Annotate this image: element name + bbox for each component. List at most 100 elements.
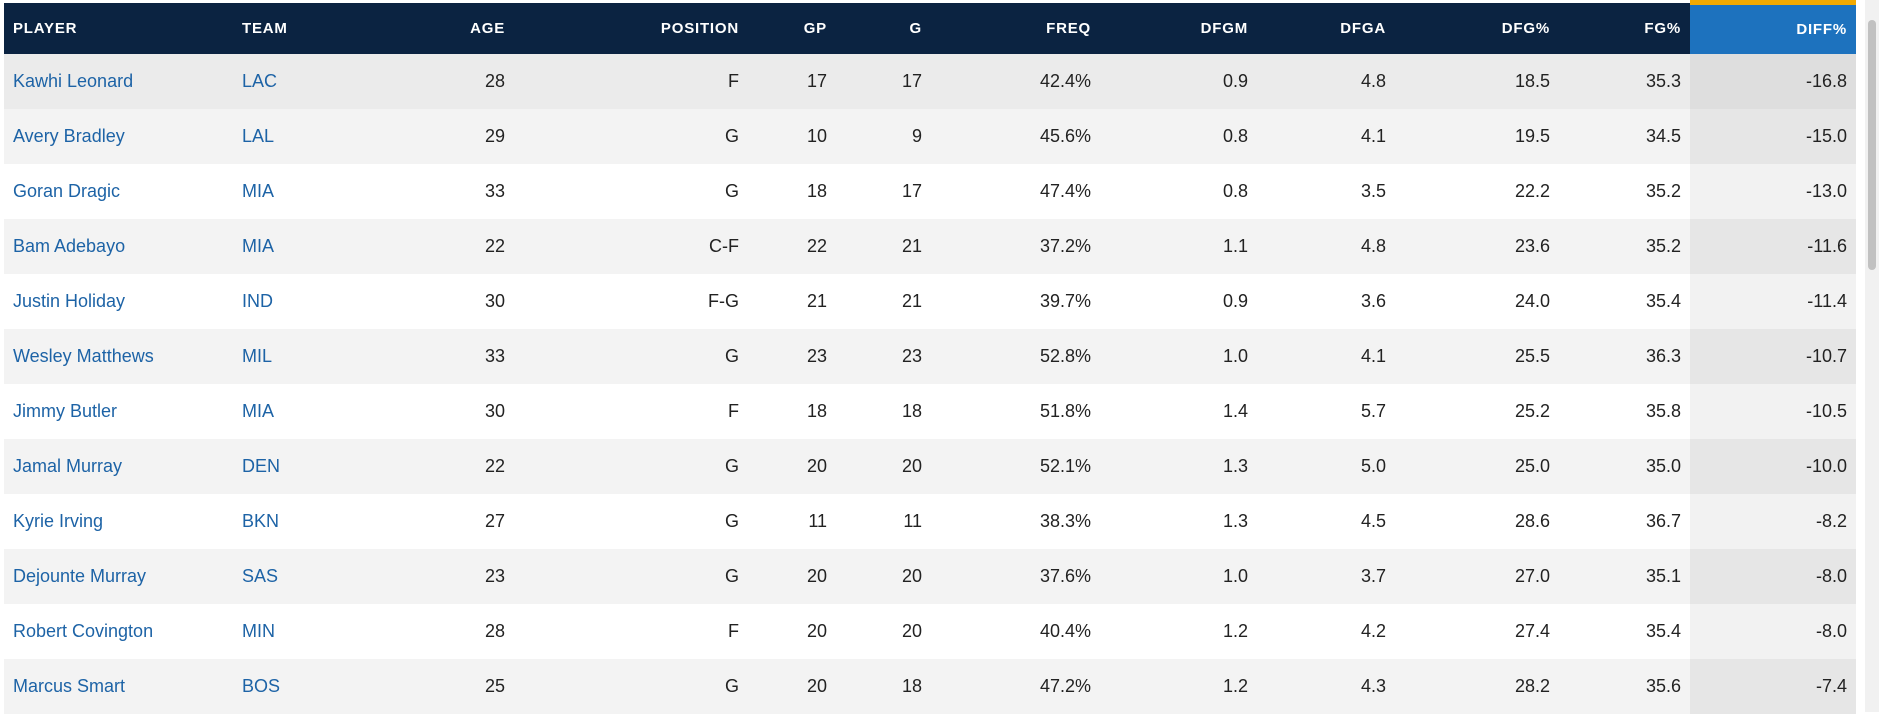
cell-dfgm: 1.0 <box>1222 565 1248 586</box>
team-link[interactable]: SAS <box>242 565 279 586</box>
column-header-g[interactable]: G <box>909 19 922 37</box>
cell-player: Kyrie Irving <box>4 494 233 549</box>
table-row: Marcus Smart BOS 25 G 20 18 47.2% 1.2 4.3 28.2 35.… <box>4 658 1856 714</box>
table-row: Justin Holiday IND 30 F-G 21 21 39.7% 0.9 3.6 24.… <box>4 273 1856 329</box>
table-row: Kawhi Leonard LAC 28 F 17 17 42.4% 0.9 4.8 18.5 35… <box>4 53 1856 109</box>
cell-dfgm: 1.0 <box>1222 345 1248 366</box>
cell-freq: 52.8% <box>1039 345 1091 366</box>
cell-player: Wesley Matthews <box>4 329 233 384</box>
cell-dfga: 4.2 <box>1360 620 1386 641</box>
team-link[interactable]: BKN <box>242 510 280 531</box>
team-link[interactable]: BOS <box>242 675 281 696</box>
cell-fg-pct: 35.4 <box>1645 620 1681 641</box>
cell-diff-pct: -13.0 <box>1690 163 1856 219</box>
cell-dfga: 5.0 <box>1360 455 1386 476</box>
team-link[interactable]: LAC <box>242 70 278 91</box>
cell-position: G <box>724 180 739 201</box>
column-header-dfgm[interactable]: DFGM <box>1200 19 1248 37</box>
cell-team: MIL <box>233 329 392 384</box>
table-row: Kyrie Irving BKN 27 G 11 11 38.3% 1.3 4.5 28.6 36.… <box>4 493 1856 549</box>
team-link[interactable]: MIA <box>242 180 275 201</box>
cell-freq: 45.6% <box>1039 125 1091 146</box>
cell-dfga: 4.3 <box>1360 675 1386 696</box>
table-row: Jamal Murray DEN 22 G 20 20 52.1% 1.3 5.0 25.0 35.… <box>4 438 1856 494</box>
vertical-scrollbar[interactable] <box>1865 0 1879 712</box>
player-link[interactable]: Kyrie Irving <box>13 510 104 531</box>
cell-dfgm: 0.9 <box>1222 70 1248 91</box>
cell-team: SAS <box>233 549 392 604</box>
column-header-freq[interactable]: FREQ <box>1046 19 1091 37</box>
cell-diff-pct: -8.0 <box>1690 548 1856 604</box>
cell-gp: 23 <box>806 345 827 366</box>
cell-age: 30 <box>484 400 505 421</box>
cell-dfg-pct: 25.5 <box>1514 345 1550 366</box>
player-link[interactable]: Marcus Smart <box>13 675 126 696</box>
column-header-gp[interactable]: GP <box>803 19 827 37</box>
team-link[interactable]: MIN <box>242 620 275 641</box>
team-link[interactable]: IND <box>242 290 273 311</box>
player-link[interactable]: Bam Adebayo <box>13 235 126 256</box>
player-link[interactable]: Kawhi Leonard <box>13 70 134 91</box>
cell-dfgm: 1.3 <box>1222 455 1248 476</box>
team-link[interactable]: MIA <box>242 400 275 421</box>
cell-dfgm: 0.9 <box>1222 290 1248 311</box>
column-header-age[interactable]: AGE <box>470 19 505 37</box>
cell-player: Marcus Smart <box>4 659 233 714</box>
cell-dfg-pct: 19.5 <box>1514 125 1550 146</box>
cell-dfg-pct: 23.6 <box>1514 235 1550 256</box>
column-header-diff-pct-sorted[interactable]: DIFF% <box>1690 0 1856 54</box>
cell-dfga: 4.1 <box>1360 345 1386 366</box>
player-link[interactable]: Jamal Murray <box>13 455 123 476</box>
scrollbar-thumb[interactable] <box>1868 20 1876 270</box>
team-link[interactable]: LAL <box>242 125 275 146</box>
cell-position: G <box>724 675 739 696</box>
cell-dfg-pct: 25.0 <box>1514 455 1550 476</box>
column-header-player[interactable]: PLAYER <box>13 19 78 37</box>
cell-team: MIN <box>233 604 392 659</box>
player-link[interactable]: Jimmy Butler <box>13 400 118 421</box>
column-header-team[interactable]: TEAM <box>242 19 288 37</box>
cell-dfgm: 0.8 <box>1222 180 1248 201</box>
cell-fg-pct: 36.3 <box>1645 345 1681 366</box>
cell-diff-pct: -15.0 <box>1690 108 1856 164</box>
column-header-position[interactable]: POSITION <box>660 19 739 37</box>
cell-freq: 37.6% <box>1039 565 1091 586</box>
player-link[interactable]: Avery Bradley <box>13 125 125 146</box>
team-link[interactable]: MIA <box>242 235 275 256</box>
cell-g: 18 <box>901 675 922 696</box>
column-header-dfg-pct[interactable]: DFG% <box>1501 19 1550 37</box>
cell-g: 20 <box>901 620 922 641</box>
table-row: Bam Adebayo MIA 22 C-F 22 21 37.2% 1.1 4.8 23.6 35… <box>4 218 1856 274</box>
team-link[interactable]: DEN <box>242 455 281 476</box>
cell-diff-pct: -16.8 <box>1690 53 1856 109</box>
cell-dfga: 3.6 <box>1360 290 1386 311</box>
cell-dfgm: 1.1 <box>1222 235 1248 256</box>
column-header-fg-pct[interactable]: FG% <box>1644 19 1681 37</box>
cell-position: G <box>724 455 739 476</box>
cell-gp: 20 <box>806 455 827 476</box>
cell-g: 23 <box>901 345 922 366</box>
cell-age: 33 <box>484 180 505 201</box>
cell-diff-pct: -10.5 <box>1690 383 1856 439</box>
player-link[interactable]: Robert Covington <box>13 620 154 641</box>
cell-dfga: 4.1 <box>1360 125 1386 146</box>
player-link[interactable]: Dejounte Murray <box>13 565 147 586</box>
cell-team: LAC <box>233 54 392 109</box>
cell-age: 28 <box>484 70 505 91</box>
cell-dfgm: 1.2 <box>1222 620 1248 641</box>
cell-position: F <box>728 620 739 641</box>
cell-dfg-pct: 24.0 <box>1514 290 1550 311</box>
cell-age: 27 <box>484 510 505 531</box>
cell-gp: 17 <box>806 70 827 91</box>
cell-dfga: 3.5 <box>1360 180 1386 201</box>
cell-team: DEN <box>233 439 392 494</box>
cell-dfgm: 1.3 <box>1222 510 1248 531</box>
player-link[interactable]: Goran Dragic <box>13 180 121 201</box>
cell-gp: 22 <box>806 235 827 256</box>
column-header-dfga[interactable]: DFGA <box>1340 19 1386 37</box>
cell-fg-pct: 36.7 <box>1645 510 1681 531</box>
cell-dfg-pct: 28.2 <box>1514 675 1550 696</box>
player-link[interactable]: Wesley Matthews <box>13 345 154 366</box>
team-link[interactable]: MIL <box>242 345 273 366</box>
player-link[interactable]: Justin Holiday <box>13 290 126 311</box>
